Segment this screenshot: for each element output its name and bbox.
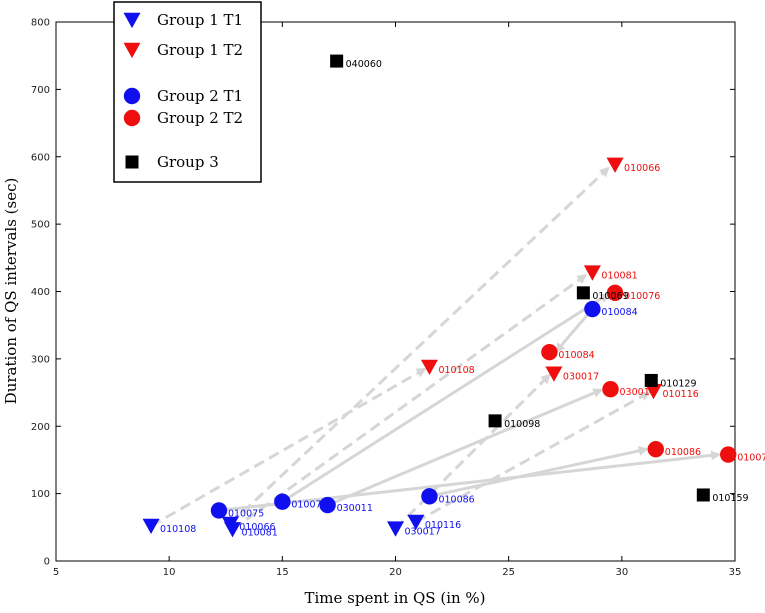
marker-group-1-t2-010081 [583,265,601,281]
marker-group-3-010159 [696,488,710,502]
y-tick-label: 300 [31,354,50,365]
marker-group-2-t2-010075 [720,446,737,463]
point-label-010116: 010116 [663,389,699,400]
legend-marker-4 [123,109,141,127]
y-tick-label: 0 [44,557,50,568]
point-label-030017: 030017 [563,372,599,383]
point-label-010129: 010129 [660,378,696,389]
x-tick-label: 5 [53,567,59,578]
arrow-solid-010084 [554,308,594,353]
x-tick-label: 30 [615,567,628,578]
x-tick-label: 35 [729,567,742,578]
point-label-010075: 010075 [737,453,765,464]
arrow-dashed-010081 [231,274,588,531]
marker-group-2-t1-010075 [210,502,228,519]
y-tick-label: 400 [31,287,50,298]
point-label-010075: 010075 [228,508,264,519]
marker-group-2-t1-010076 [274,493,291,510]
legend-marker-2 [123,42,141,59]
point-label-010116: 010116 [425,520,461,531]
arrows [150,166,722,531]
marker-group-2-t2-010076 [606,284,624,302]
point-label-030017: 030017 [405,527,441,538]
y-tick-label: 100 [31,489,50,500]
arrow-dashed-010116 [415,391,651,524]
legend-marker-5 [125,155,139,169]
arrow-solid-010076 [281,292,610,503]
marker-group-3-010069 [576,286,590,300]
point-label-010066: 010066 [239,522,275,533]
legend-label-1: Group 1 T1 [157,11,243,29]
point-label-010084: 010084 [601,307,637,318]
point-label-010081: 010081 [601,271,637,282]
marker-group-2-t2-010086 [647,440,664,458]
marker-group-1-t2-030017 [545,366,563,382]
y-tick-label: 700 [31,85,50,96]
x-tick-label: 10 [163,567,176,578]
point-label-010108: 010108 [160,524,196,535]
point-label-010159: 010159 [712,493,748,504]
arrow-solid-030011 [327,388,604,507]
marker-group-1-t2-010066 [606,157,624,173]
point-label-030011: 030011 [620,387,656,398]
x-axis-title: Time spent in QS (in %) [304,589,485,607]
marker-group-1-t1-010108 [142,518,160,535]
point-label-040060: 040060 [346,59,382,70]
marker-group-2-t1-010084 [584,300,601,318]
marker-group-1-t1-010081 [224,522,242,538]
axis-ticks: 5 10 15 20 25 30 35 0 100 200 300 400 500 600 700 800 [31,18,741,579]
legend-label-2: Group 1 T2 [157,41,243,59]
marker-group-1-t1-030017 [387,521,404,537]
arrow-dashed-010108 [150,367,427,528]
marker-group-1-t2-010116 [645,383,663,400]
y-tick-label: 500 [31,220,50,231]
arrow-solid-010086 [429,445,649,498]
point-label-010108: 010108 [438,365,474,376]
point-label-010098: 010098 [504,419,540,430]
y-tick-label: 600 [31,152,50,163]
legend: Group 1 T1 Group 1 T2 Group 2 T1 Group 2 T2… [113,1,262,183]
marker-group-3-040060 [330,54,344,68]
legend-marker-1 [123,12,141,29]
marker-group-2-t2-030011 [602,380,619,398]
y-tick-label: 800 [31,18,50,29]
arrow-dashed-030017 [394,373,551,530]
marker-group-3-010098 [488,414,502,428]
data-points [142,54,737,538]
x-tick-label: 20 [389,567,402,578]
point-label-010086: 010086 [665,447,701,458]
x-tick-label: 15 [276,567,289,578]
point-label-010084: 010084 [558,350,594,361]
point-label-010076: 010076 [624,291,660,302]
y-tick-label: 200 [31,422,50,433]
legend-label-3: Group 2 T1 [157,87,243,105]
point-label-010066: 010066 [624,163,660,174]
legend-label-5: Group 3 [157,153,219,171]
y-axis-title: Duration of QS intervals (sec) [2,178,20,405]
point-label-010081: 010081 [242,527,278,538]
arrow-dashed-010066 [229,166,610,526]
point-label-010069: 010069 [592,291,628,302]
marker-group-2-t1-010086 [421,488,438,505]
legend-marker-3 [123,87,141,105]
point-label-010086: 010086 [438,494,474,505]
point-label-030011: 030011 [337,503,373,514]
x-tick-label: 25 [502,567,515,578]
marker-group-2-t1-030011 [319,496,336,514]
arrow-solid-010075 [218,450,722,512]
marker-group-2-t2-010084 [541,343,558,361]
marker-group-3-010129 [644,373,658,387]
marker-group-1-t2-010108 [420,359,438,376]
point-label-010076: 010076 [291,500,327,511]
legend-label-4: Group 2 T2 [157,109,243,127]
marker-group-1-t1-010116 [407,514,425,530]
